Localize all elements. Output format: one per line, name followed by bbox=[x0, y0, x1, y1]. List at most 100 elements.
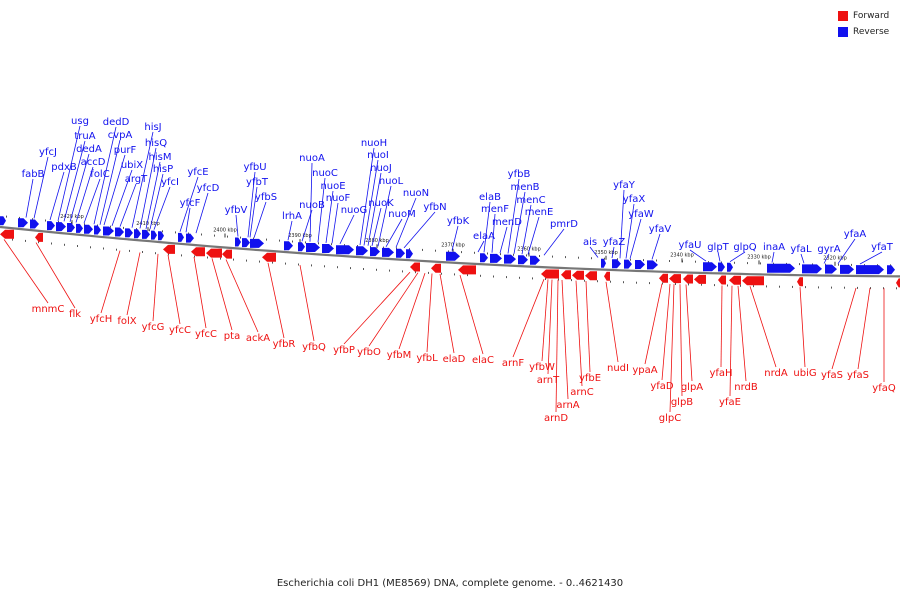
reverse-gene-label: menF bbox=[481, 204, 509, 215]
forward-gene-label: yfaS bbox=[847, 370, 869, 381]
ruler-dot bbox=[792, 285, 793, 288]
reverse-gene-label: folC bbox=[90, 169, 109, 180]
reverse-gene-label: hisM bbox=[149, 152, 172, 163]
ruler-dot bbox=[591, 257, 592, 260]
ruler-dot bbox=[45, 219, 46, 222]
ruler-dot bbox=[51, 242, 52, 245]
ruler-dot bbox=[181, 254, 182, 257]
ruler-dot bbox=[805, 286, 806, 289]
reverse-leader-line bbox=[527, 216, 540, 255]
reverse-leader-line bbox=[651, 233, 661, 260]
reverse-leader-line bbox=[145, 161, 161, 229]
forward-gene-arrow bbox=[222, 249, 232, 259]
forward-gene-label: yfbE bbox=[579, 373, 601, 384]
ruler-dot bbox=[110, 225, 111, 228]
ruler-dot bbox=[448, 250, 449, 253]
ruler-dot bbox=[90, 246, 91, 249]
ruler-dot bbox=[766, 285, 767, 288]
reverse-gene-label: nuoE bbox=[320, 181, 345, 192]
forward-gene-arrow bbox=[410, 262, 420, 272]
ruler-dot bbox=[526, 254, 527, 257]
reverse-gene-arrow bbox=[151, 230, 157, 240]
reverse-leader-line bbox=[625, 203, 635, 259]
ruler-dot bbox=[441, 272, 442, 275]
ruler-dot bbox=[311, 264, 312, 267]
forward-gene-arrow bbox=[572, 270, 584, 280]
reverse-gene-label: cvpA bbox=[108, 130, 133, 141]
reverse-leader-line bbox=[859, 251, 883, 265]
ruler-dot bbox=[500, 253, 501, 256]
reverse-leader-line bbox=[149, 173, 164, 230]
reverse-leader-line bbox=[33, 156, 49, 219]
reverse-leader-line bbox=[729, 251, 746, 263]
reverse-gene-arrow bbox=[322, 244, 334, 253]
reverse-leader-line bbox=[385, 218, 403, 247]
forward-gene-label: nrdB bbox=[734, 382, 758, 393]
forward-gene-arrow bbox=[561, 270, 571, 280]
ruler-dot bbox=[506, 276, 507, 279]
reverse-gene-label: nuoG bbox=[341, 205, 368, 216]
reverse-gene-label: yfbV bbox=[225, 205, 248, 216]
scale-label: 2380 kbp bbox=[365, 238, 389, 244]
forward-gene-label: yfbW bbox=[529, 362, 555, 373]
reverse-gene-arrow bbox=[446, 251, 460, 261]
reverse-leader-line bbox=[521, 204, 532, 255]
reverse-gene-label: elaB bbox=[479, 192, 501, 203]
reverse-leader-line bbox=[309, 162, 313, 242]
reverse-gene-arrow bbox=[115, 227, 124, 237]
forward-gene-label: nrdA bbox=[764, 368, 788, 379]
reverse-leader-line bbox=[339, 214, 355, 244]
ruler-dot bbox=[649, 282, 650, 285]
forward-leader-line bbox=[193, 256, 207, 329]
ruler-dot bbox=[636, 281, 637, 284]
scale-label: 2390 kbp bbox=[288, 233, 312, 239]
reverse-leader-line bbox=[403, 211, 436, 249]
reverse-leader-line bbox=[111, 169, 133, 227]
ruler-dot bbox=[149, 229, 150, 232]
reverse-gene-arrow bbox=[94, 225, 101, 235]
leaders-layer bbox=[3, 125, 885, 413]
ruler-dot bbox=[896, 287, 897, 290]
reverse-gene-arrow bbox=[186, 233, 194, 243]
forward-leader-line bbox=[685, 284, 693, 382]
reverse-gene-label: yfaW bbox=[628, 209, 654, 220]
forward-gene-label: yfbP bbox=[333, 345, 355, 356]
ruler-dot bbox=[214, 234, 215, 237]
forward-leader-line bbox=[857, 288, 871, 370]
reverse-gene-label: fabB bbox=[22, 169, 45, 180]
forward-gene-label: glpC bbox=[659, 413, 681, 424]
genome-caption: Escherichia coli DH1 (ME8569) DNA, compl… bbox=[276, 578, 624, 589]
forward-gene-label: yfbO bbox=[357, 347, 381, 358]
ruler-dot bbox=[545, 278, 546, 280]
ruler-dot bbox=[513, 253, 514, 256]
ruler-dot bbox=[350, 267, 351, 270]
reverse-gene-label: yfaU bbox=[679, 240, 702, 251]
forward-gene-arrow bbox=[669, 274, 681, 284]
reverse-leader-line bbox=[69, 153, 90, 223]
ruler-dot bbox=[838, 263, 839, 266]
ruler-dot bbox=[246, 259, 247, 262]
ruler-dot bbox=[123, 226, 124, 229]
ruler-dot bbox=[571, 279, 572, 282]
reverse-leader-line bbox=[99, 139, 121, 225]
forward-gene-label: glpA bbox=[681, 382, 703, 393]
ruler-dot bbox=[773, 262, 774, 265]
reverse-leader-line bbox=[451, 225, 459, 251]
ruler-dot bbox=[38, 241, 39, 244]
ruler-dot bbox=[422, 248, 423, 251]
ruler-dot bbox=[77, 245, 78, 247]
ruler-dot bbox=[84, 223, 85, 226]
ruler-dot bbox=[818, 286, 819, 289]
forward-gene-arrow bbox=[163, 244, 175, 254]
ruler-dot bbox=[363, 268, 364, 270]
reverse-gene-arrow bbox=[703, 262, 717, 272]
reverse-gene-label: yfaL bbox=[790, 244, 812, 255]
forward-gene-arrow bbox=[431, 263, 441, 273]
reverse-gene-arrow bbox=[767, 263, 795, 273]
forward-gene-arrow bbox=[742, 276, 764, 286]
ruler-dot bbox=[220, 257, 221, 260]
reverse-gene-arrow bbox=[382, 247, 394, 257]
ruler-dot bbox=[175, 231, 176, 234]
reverse-gene-label: yfcI bbox=[161, 177, 179, 188]
forward-leader-line bbox=[267, 262, 285, 339]
